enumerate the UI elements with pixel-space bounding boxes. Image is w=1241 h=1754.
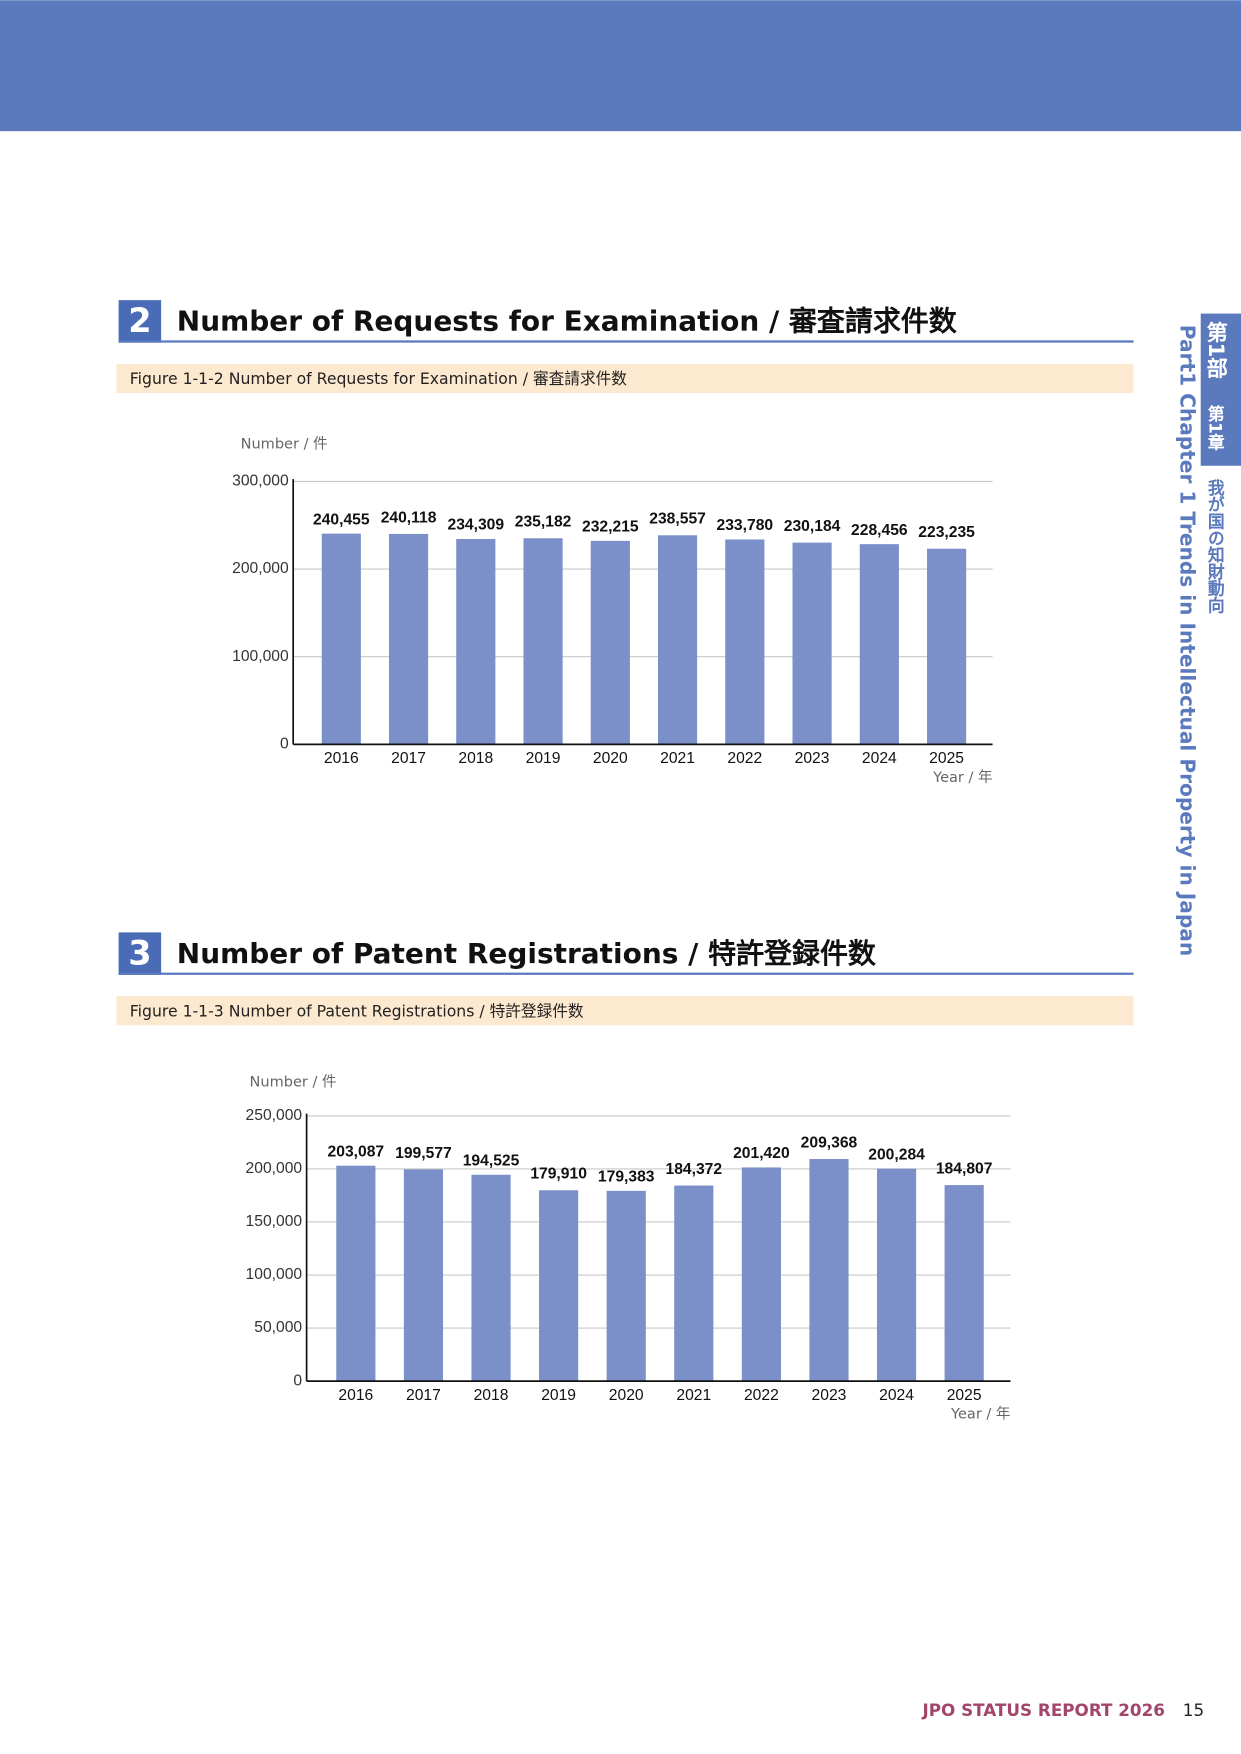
section: 3 Number of Patent Registrations / 特許登録件… bbox=[116, 932, 1133, 1025]
y-tick-label: 50,000 bbox=[254, 1319, 302, 1336]
y-axis-label: Number / 件 bbox=[241, 435, 328, 452]
x-axis-label: Year / 年 bbox=[932, 769, 992, 786]
bar bbox=[389, 534, 428, 744]
y-tick-label: 100,000 bbox=[246, 1266, 303, 1283]
x-tick-label: 2025 bbox=[929, 750, 964, 767]
bar bbox=[471, 1175, 510, 1381]
value-label: 230,184 bbox=[784, 518, 841, 535]
bar bbox=[927, 549, 966, 745]
chapter-label: 第1章 bbox=[1205, 404, 1225, 451]
bar bbox=[523, 538, 562, 744]
bar bbox=[725, 539, 764, 744]
y-tick-label: 200,000 bbox=[232, 560, 289, 577]
bar bbox=[404, 1169, 443, 1381]
section-heading: Number of Requests for Examination / 審査請… bbox=[177, 305, 958, 338]
section-number: 3 bbox=[128, 933, 151, 972]
bar bbox=[658, 535, 697, 744]
bar bbox=[945, 1185, 984, 1381]
value-label: 203,087 bbox=[328, 1143, 385, 1160]
value-label: 238,557 bbox=[649, 511, 706, 528]
x-tick-label: 2019 bbox=[541, 1387, 576, 1404]
part-label: 第1部 bbox=[1203, 320, 1228, 379]
y-tick-label: 0 bbox=[293, 1372, 302, 1389]
bar bbox=[591, 541, 630, 745]
value-label: 179,910 bbox=[530, 1166, 587, 1183]
x-tick-label: 2017 bbox=[391, 750, 426, 767]
bar bbox=[322, 534, 361, 745]
bar bbox=[456, 539, 495, 744]
y-tick-label: 200,000 bbox=[246, 1160, 303, 1177]
value-label: 200,284 bbox=[868, 1146, 925, 1163]
section: 2 Number of Requests for Examination / 審… bbox=[116, 300, 1133, 393]
bar bbox=[742, 1167, 781, 1381]
x-tick-label: 2022 bbox=[727, 750, 762, 767]
chapter-title: 我が国の知財動向 bbox=[1205, 479, 1225, 614]
page-number: 15 bbox=[1183, 1700, 1204, 1720]
x-axis-label: Year / 年 bbox=[950, 1406, 1010, 1423]
y-tick-label: 300,000 bbox=[232, 473, 289, 490]
y-tick-label: 150,000 bbox=[246, 1213, 303, 1230]
bar bbox=[792, 543, 831, 745]
bar bbox=[539, 1190, 578, 1381]
value-label: 240,118 bbox=[381, 509, 437, 526]
value-label: 209,368 bbox=[801, 1134, 858, 1151]
x-tick-label: 2023 bbox=[812, 1387, 847, 1404]
x-tick-label: 2024 bbox=[862, 750, 897, 767]
x-tick-label: 2018 bbox=[458, 750, 493, 767]
y-tick-label: 100,000 bbox=[232, 648, 289, 665]
value-label: 184,807 bbox=[936, 1161, 993, 1178]
x-tick-label: 2021 bbox=[660, 750, 695, 767]
value-label: 179,383 bbox=[598, 1169, 655, 1186]
x-tick-label: 2022 bbox=[744, 1387, 779, 1404]
x-tick-label: 2016 bbox=[338, 1387, 373, 1404]
bar bbox=[877, 1169, 916, 1381]
figure-caption: Figure 1-1-2 Number of Requests for Exam… bbox=[130, 369, 627, 388]
section-heading: Number of Patent Registrations / 特許登録件数 bbox=[177, 937, 877, 970]
x-tick-label: 2018 bbox=[474, 1387, 509, 1404]
y-tick-label: 0 bbox=[280, 736, 289, 753]
value-label: 233,780 bbox=[717, 517, 774, 534]
value-label: 232,215 bbox=[582, 519, 639, 536]
value-label: 184,372 bbox=[665, 1161, 722, 1178]
value-label: 240,455 bbox=[313, 511, 370, 528]
value-label: 223,235 bbox=[918, 524, 975, 541]
value-label: 194,525 bbox=[463, 1152, 520, 1169]
bar bbox=[674, 1186, 713, 1382]
x-tick-label: 2019 bbox=[526, 750, 561, 767]
side-english: Part1 Chapter 1 Trends in Intellectual P… bbox=[1176, 325, 1200, 956]
x-tick-label: 2024 bbox=[879, 1387, 914, 1404]
x-tick-label: 2020 bbox=[609, 1387, 644, 1404]
value-label: 234,309 bbox=[448, 517, 505, 534]
bar bbox=[336, 1166, 375, 1381]
x-tick-label: 2017 bbox=[406, 1387, 441, 1404]
y-tick-label: 250,000 bbox=[246, 1107, 303, 1124]
value-label: 228,456 bbox=[851, 522, 908, 539]
figure-caption: Figure 1-1-3 Number of Patent Registrati… bbox=[130, 1001, 584, 1020]
bar bbox=[860, 544, 899, 744]
value-label: 201,420 bbox=[733, 1145, 790, 1162]
y-axis-label: Number / 件 bbox=[250, 1073, 337, 1090]
x-tick-label: 2020 bbox=[593, 750, 628, 767]
x-tick-label: 2016 bbox=[324, 750, 359, 767]
value-label: 235,182 bbox=[515, 514, 572, 531]
header-band bbox=[0, 0, 1241, 131]
value-label: 199,577 bbox=[395, 1145, 452, 1162]
section-number: 2 bbox=[128, 301, 151, 340]
x-tick-label: 2023 bbox=[795, 750, 830, 767]
bar bbox=[809, 1159, 848, 1381]
x-tick-label: 2021 bbox=[676, 1387, 711, 1404]
bar bbox=[607, 1191, 646, 1381]
x-tick-label: 2025 bbox=[947, 1387, 982, 1404]
footer-report: JPO STATUS REPORT 2026 bbox=[921, 1700, 1164, 1720]
